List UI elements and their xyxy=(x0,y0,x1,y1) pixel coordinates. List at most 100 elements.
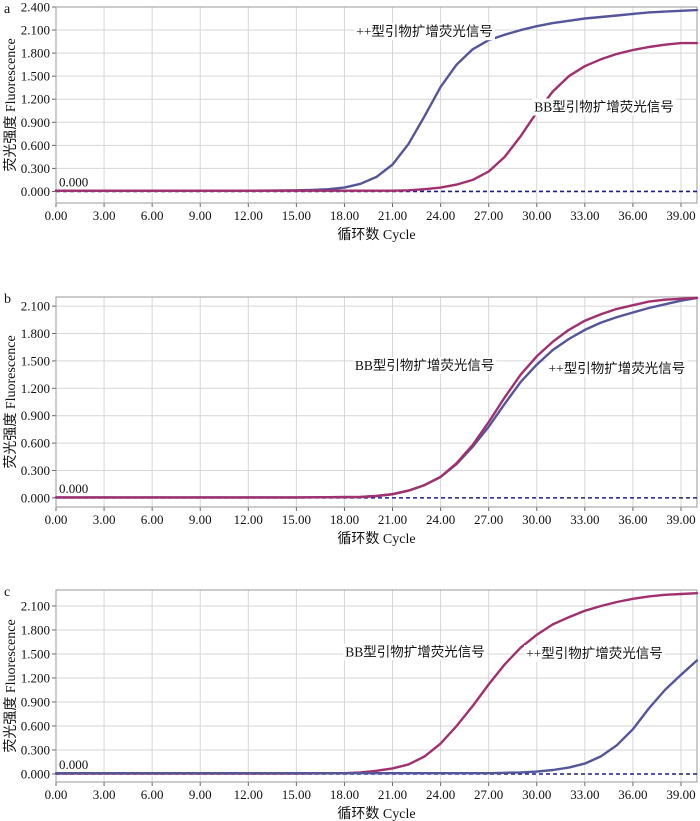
y-tick-label: 0.000 xyxy=(21,767,50,782)
annotation-plus: ++型引物扩增荧光信号 xyxy=(356,24,493,39)
x-tick-label: 9.00 xyxy=(189,512,212,527)
x-tick-label: 3.00 xyxy=(93,512,116,527)
annotation-plus: ++型引物扩增荧光信号 xyxy=(526,646,663,661)
y-tick-label: 0.600 xyxy=(21,436,50,451)
annotation-bb: BB型引物扩增荧光信号 xyxy=(355,358,495,373)
x-tick-label: 30.00 xyxy=(522,787,551,802)
y-tick-label: 0.900 xyxy=(21,408,50,423)
y-tick-label: 0.000 xyxy=(21,184,50,199)
threshold-label: 0.000 xyxy=(59,757,88,772)
y-tick-label: 0.000 xyxy=(21,490,50,505)
x-tick-label: 36.00 xyxy=(618,787,647,802)
x-axis-title: 循环数 Cycle xyxy=(337,227,415,243)
y-axis-title: 荧光强度 Fluorescence xyxy=(2,619,19,752)
y-tick-label: 1.200 xyxy=(21,381,50,396)
y-tick-label: 0.900 xyxy=(21,115,50,130)
x-tick-label: 6.00 xyxy=(141,512,164,527)
annotation-background xyxy=(343,643,487,661)
x-tick-label: 21.00 xyxy=(378,787,407,802)
annotation-background xyxy=(352,357,497,375)
annotation-plus: ++型引物扩增荧光信号 xyxy=(549,361,686,376)
x-tick-label: 36.00 xyxy=(618,512,647,527)
y-tick-label: 0.300 xyxy=(21,743,50,758)
x-tick-label: 33.00 xyxy=(570,512,599,527)
x-tick-label: 27.00 xyxy=(474,512,503,527)
y-tick-label: 0.600 xyxy=(21,138,50,153)
y-tick-label: 0.300 xyxy=(21,463,50,478)
annotation-bb: BB型引物扩增荧光信号 xyxy=(345,644,485,659)
y-tick-label: 0.900 xyxy=(21,695,50,710)
x-tick-label: 33.00 xyxy=(570,787,599,802)
x-tick-label: 24.00 xyxy=(426,512,455,527)
panel-label: a xyxy=(4,2,11,17)
plot-frame xyxy=(55,6,698,204)
x-tick-label: 18.00 xyxy=(330,787,359,802)
panel-label: b xyxy=(4,292,11,307)
x-axis-title: 循环数 Cycle xyxy=(337,806,415,821)
annotation-background xyxy=(546,359,688,377)
x-tick-label: 12.00 xyxy=(234,787,263,802)
y-tick-label: 2.100 xyxy=(21,23,50,38)
x-tick-label: 6.00 xyxy=(141,208,164,223)
y-tick-label: 2.100 xyxy=(21,299,50,314)
y-tick-label: 1.200 xyxy=(21,671,50,686)
y-tick-label: 1.500 xyxy=(21,69,50,84)
series-line-bb xyxy=(54,41,699,192)
y-tick-label: 0.300 xyxy=(21,161,50,176)
x-axis-title: 循环数 Cycle xyxy=(337,531,415,547)
plot-frame xyxy=(55,589,698,783)
x-tick-label: 15.00 xyxy=(282,512,311,527)
y-tick-label: 1.800 xyxy=(21,46,50,61)
x-tick-label: 18.00 xyxy=(330,512,359,527)
x-tick-label: 33.00 xyxy=(570,208,599,223)
x-tick-label: 12.00 xyxy=(234,208,263,223)
y-tick-label: 2.100 xyxy=(21,599,50,614)
x-tick-label: 39.00 xyxy=(666,787,695,802)
x-tick-label: 6.00 xyxy=(141,787,164,802)
y-axis-title: 荧光强度 Fluorescence xyxy=(2,335,19,468)
x-tick-label: 24.00 xyxy=(426,787,455,802)
series-line-bb xyxy=(54,296,699,499)
x-tick-label: 15.00 xyxy=(282,208,311,223)
y-axis-title: 荧光强度 Fluorescence xyxy=(2,38,19,171)
panel-label: c xyxy=(4,585,10,600)
annotation-background xyxy=(524,645,665,662)
x-tick-label: 0.00 xyxy=(45,512,68,527)
x-tick-label: 27.00 xyxy=(474,208,503,223)
annotation-background xyxy=(532,98,676,116)
x-tick-label: 21.00 xyxy=(378,512,407,527)
plot-frame xyxy=(55,296,698,508)
y-tick-label: 1.800 xyxy=(21,326,50,341)
x-tick-label: 18.00 xyxy=(330,208,359,223)
y-tick-label: 2.400 xyxy=(21,0,50,15)
plot-area xyxy=(56,297,697,507)
y-tick-label: 1.500 xyxy=(21,647,50,662)
chart-panel-b: 0.00 3.00 6.00 9.00 12.00 15.00 18.00 21.00 24.0… xyxy=(2,292,699,547)
threshold-label: 0.000 xyxy=(59,174,88,189)
y-tick-label: 1.500 xyxy=(21,353,50,368)
y-tick-label: 0.600 xyxy=(21,719,50,734)
x-tick-label: 30.00 xyxy=(522,512,551,527)
x-tick-label: 15.00 xyxy=(282,787,311,802)
x-tick-label: 9.00 xyxy=(189,208,212,223)
x-tick-label: 3.00 xyxy=(93,208,116,223)
annotation-background xyxy=(354,23,495,41)
chart-panel-c: 0.00 3.00 6.00 9.00 12.00 15.00 18.00 21.00 24.0… xyxy=(2,585,699,821)
x-tick-label: 39.00 xyxy=(666,208,695,223)
x-tick-label: 30.00 xyxy=(522,208,551,223)
x-tick-label: 21.00 xyxy=(378,208,407,223)
x-tick-label: 27.00 xyxy=(474,787,503,802)
series-line-plus xyxy=(54,659,699,775)
threshold-label: 0.000 xyxy=(59,481,88,496)
x-tick-label: 0.00 xyxy=(45,787,68,802)
x-tick-label: 24.00 xyxy=(426,208,455,223)
x-tick-label: 9.00 xyxy=(189,787,212,802)
annotation-bb: BB型引物扩增荧光信号 xyxy=(534,100,674,115)
y-tick-label: 1.200 xyxy=(21,92,50,107)
x-tick-label: 39.00 xyxy=(666,512,695,527)
x-tick-label: 0.00 xyxy=(45,208,68,223)
x-tick-label: 36.00 xyxy=(618,208,647,223)
y-tick-label: 1.800 xyxy=(21,623,50,638)
chart-panel-a: 0.00 3.00 6.00 9.00 12.00 15.00 18.00 21.00 24.0… xyxy=(2,0,699,243)
